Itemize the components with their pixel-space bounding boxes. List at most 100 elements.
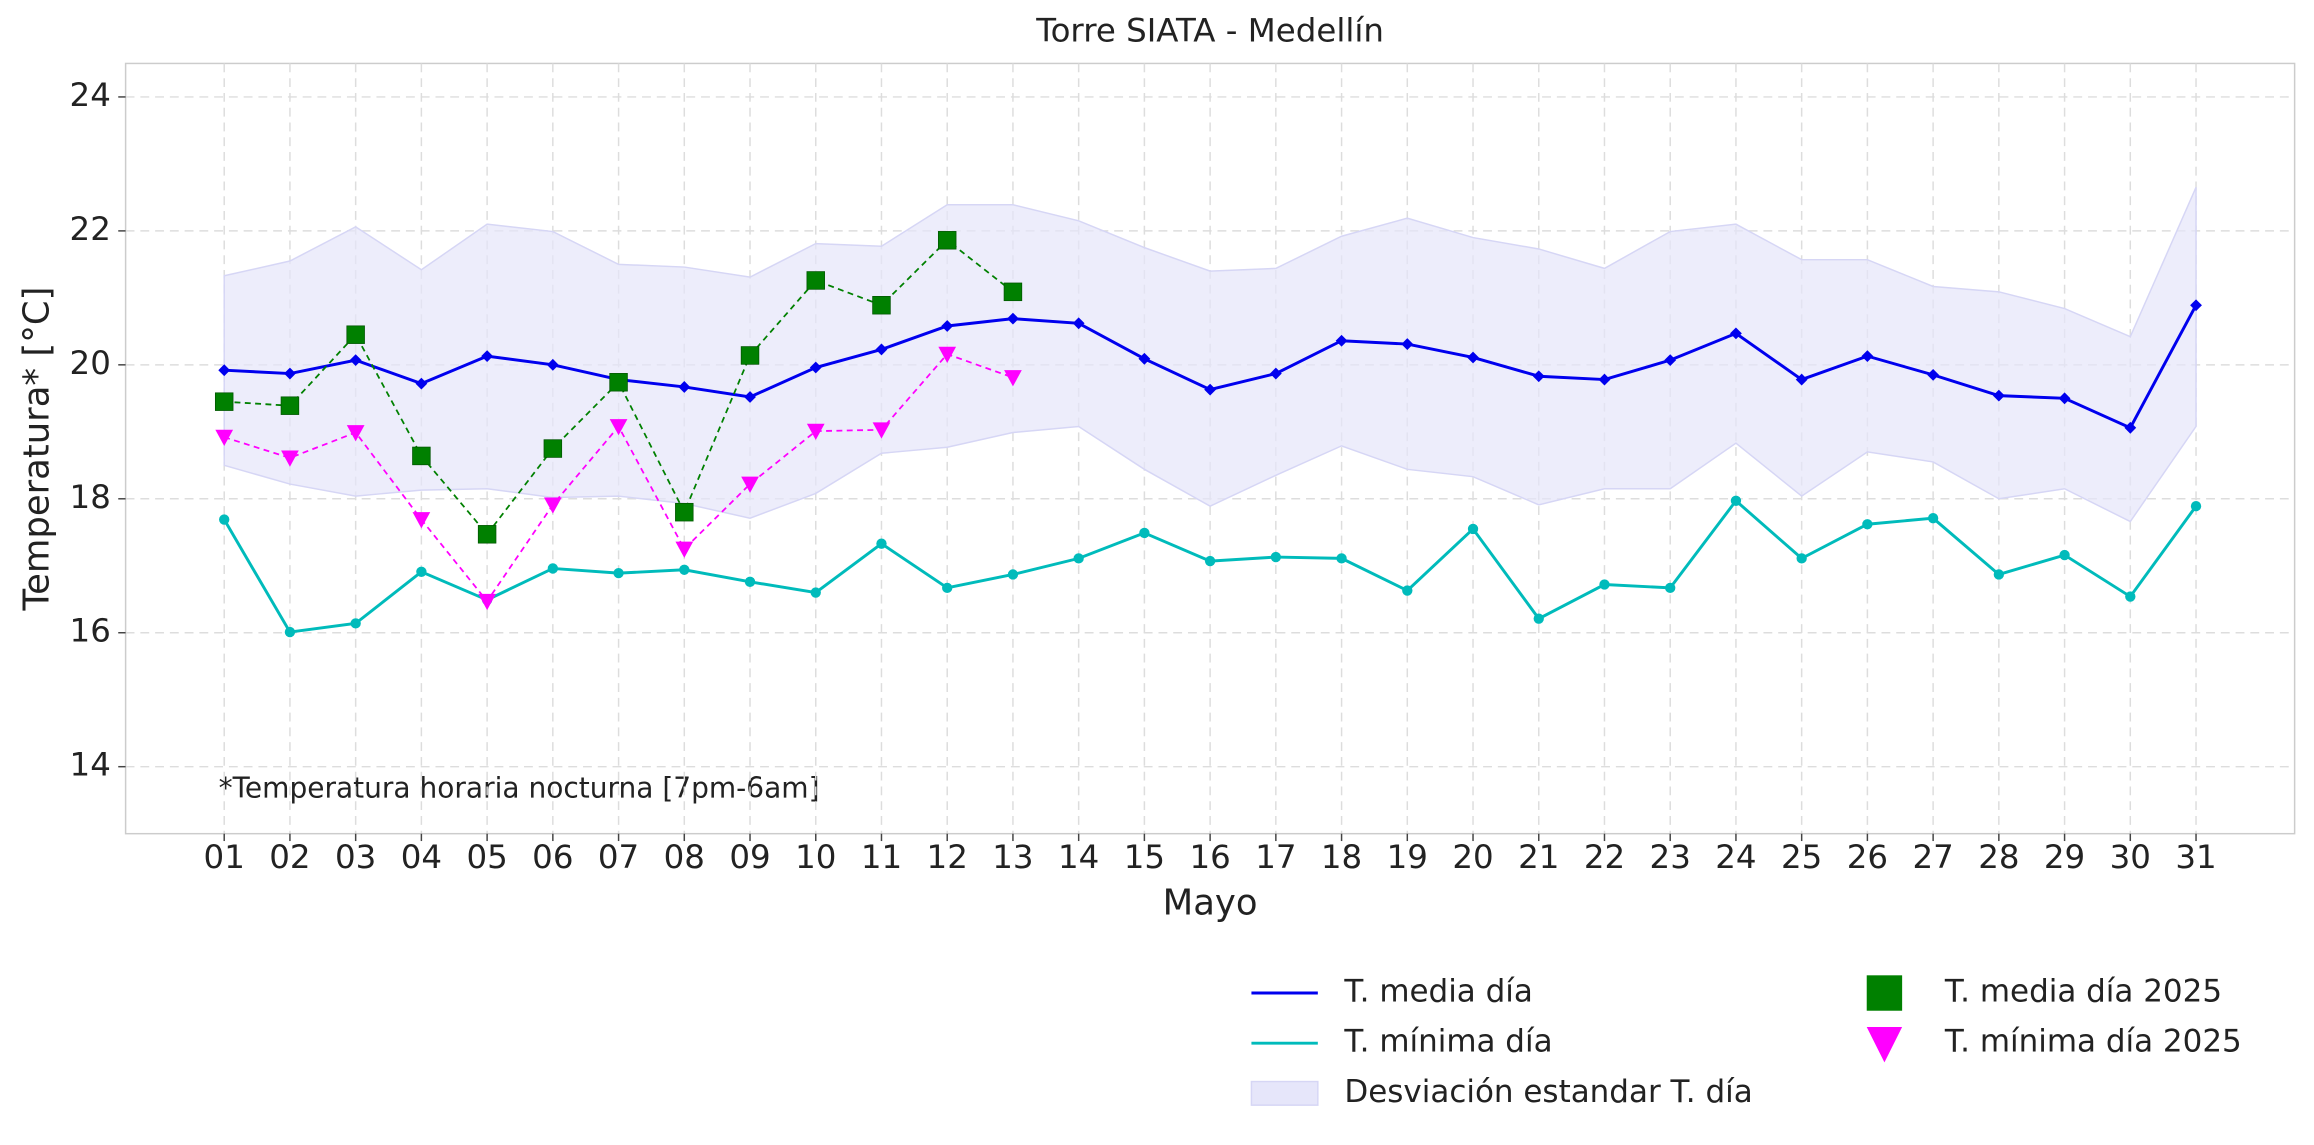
x-tick-label: 25 [1781, 838, 1822, 876]
point [546, 358, 559, 371]
y-tick-label: 24 [70, 76, 111, 114]
x-tick-label: 07 [598, 838, 639, 876]
x-tick-label: 13 [992, 838, 1033, 876]
point [810, 587, 821, 598]
legend-label: Desviación estandar T. día [1344, 1074, 1752, 1110]
point [1993, 569, 2005, 580]
x-tick-label: 24 [1715, 838, 1756, 876]
x-tick-label: 02 [269, 838, 310, 876]
x-tick-label: 20 [1452, 838, 1493, 876]
point [1730, 495, 1742, 506]
point [942, 582, 953, 594]
point [1204, 383, 1217, 396]
y-tick-label: 22 [70, 210, 111, 248]
x-tick-label: 17 [1255, 838, 1296, 876]
point [678, 381, 691, 393]
point [613, 567, 624, 579]
y-tick-label: 16 [70, 612, 111, 650]
point [609, 419, 628, 436]
x-tick-label: 18 [1321, 838, 1362, 876]
point [609, 373, 628, 392]
y-tick-label: 14 [70, 746, 111, 784]
x-tick-label: 04 [401, 838, 442, 876]
point [2125, 591, 2136, 602]
point [876, 538, 887, 549]
x-tick-label: 01 [204, 838, 245, 876]
point [281, 450, 299, 467]
point [214, 392, 234, 411]
point [416, 566, 427, 577]
point [349, 354, 362, 367]
x-tick-label: 11 [861, 838, 902, 876]
x-tick-label: 05 [466, 838, 507, 876]
point [2124, 421, 2137, 434]
point [280, 396, 300, 415]
x-tick-label: 08 [664, 838, 705, 876]
x-tick-label: 12 [927, 838, 968, 876]
point [1533, 613, 1544, 624]
legend-swatch [1250, 1080, 1319, 1106]
point [1927, 513, 1939, 524]
point [481, 350, 494, 363]
point [1598, 373, 1611, 386]
point [679, 564, 690, 575]
y-axis-label: Temperatura* [°C] [17, 287, 58, 612]
point [740, 346, 760, 365]
point [215, 429, 234, 447]
point [806, 423, 825, 440]
point [1003, 282, 1023, 302]
point [1336, 553, 1347, 564]
legend-label: T. mínima día [1343, 1024, 1552, 1060]
x-tick-label: 28 [1978, 838, 2019, 876]
point [2059, 549, 2070, 561]
point [941, 320, 954, 332]
x-axis-label: Mayo [1163, 882, 1258, 923]
legend-label: T. media día [1343, 974, 1532, 1010]
x-tick-label: 21 [1518, 838, 1559, 876]
point [1467, 523, 1479, 535]
point [1007, 312, 1019, 325]
x-tick-label: 27 [1912, 838, 1953, 876]
chart-title: Torre SIATA - Medellín [1035, 11, 1384, 49]
x-tick-label: 03 [335, 838, 376, 876]
legend-label: T. mínima día 2025 [1944, 1024, 2242, 1060]
point [1665, 582, 1676, 594]
point [346, 325, 365, 344]
x-tick-label: 31 [2175, 838, 2216, 876]
x-tick-label: 29 [2044, 838, 2085, 876]
x-tick-label: 26 [1847, 838, 1888, 876]
point [1795, 373, 1808, 386]
legend-label: T. media día 2025 [1944, 974, 2222, 1010]
point [478, 593, 496, 611]
point [675, 541, 694, 558]
point [543, 497, 562, 514]
point [675, 502, 694, 522]
point [412, 446, 431, 466]
point [937, 231, 957, 250]
point [543, 439, 563, 458]
point [1664, 354, 1677, 367]
x-tick-label: 06 [532, 838, 573, 876]
point [412, 512, 431, 529]
x-tick-label: 14 [1058, 838, 1099, 876]
point [1796, 553, 1807, 564]
x-tick-label: 30 [2110, 838, 2151, 876]
point [284, 626, 296, 638]
point [219, 514, 230, 525]
point [872, 422, 891, 439]
point [1927, 368, 1940, 381]
point [1401, 338, 1414, 350]
point [218, 364, 231, 377]
legend-marker [1866, 1026, 1903, 1063]
point [1862, 519, 1873, 530]
x-tick-label: 09 [729, 838, 770, 876]
std-band [223, 187, 2197, 523]
legend-marker [1866, 975, 1903, 1011]
y-tick-label: 20 [70, 344, 111, 382]
point [744, 391, 756, 403]
point [350, 618, 361, 629]
point [1467, 351, 1479, 364]
point [547, 563, 559, 574]
point [1270, 551, 1282, 563]
